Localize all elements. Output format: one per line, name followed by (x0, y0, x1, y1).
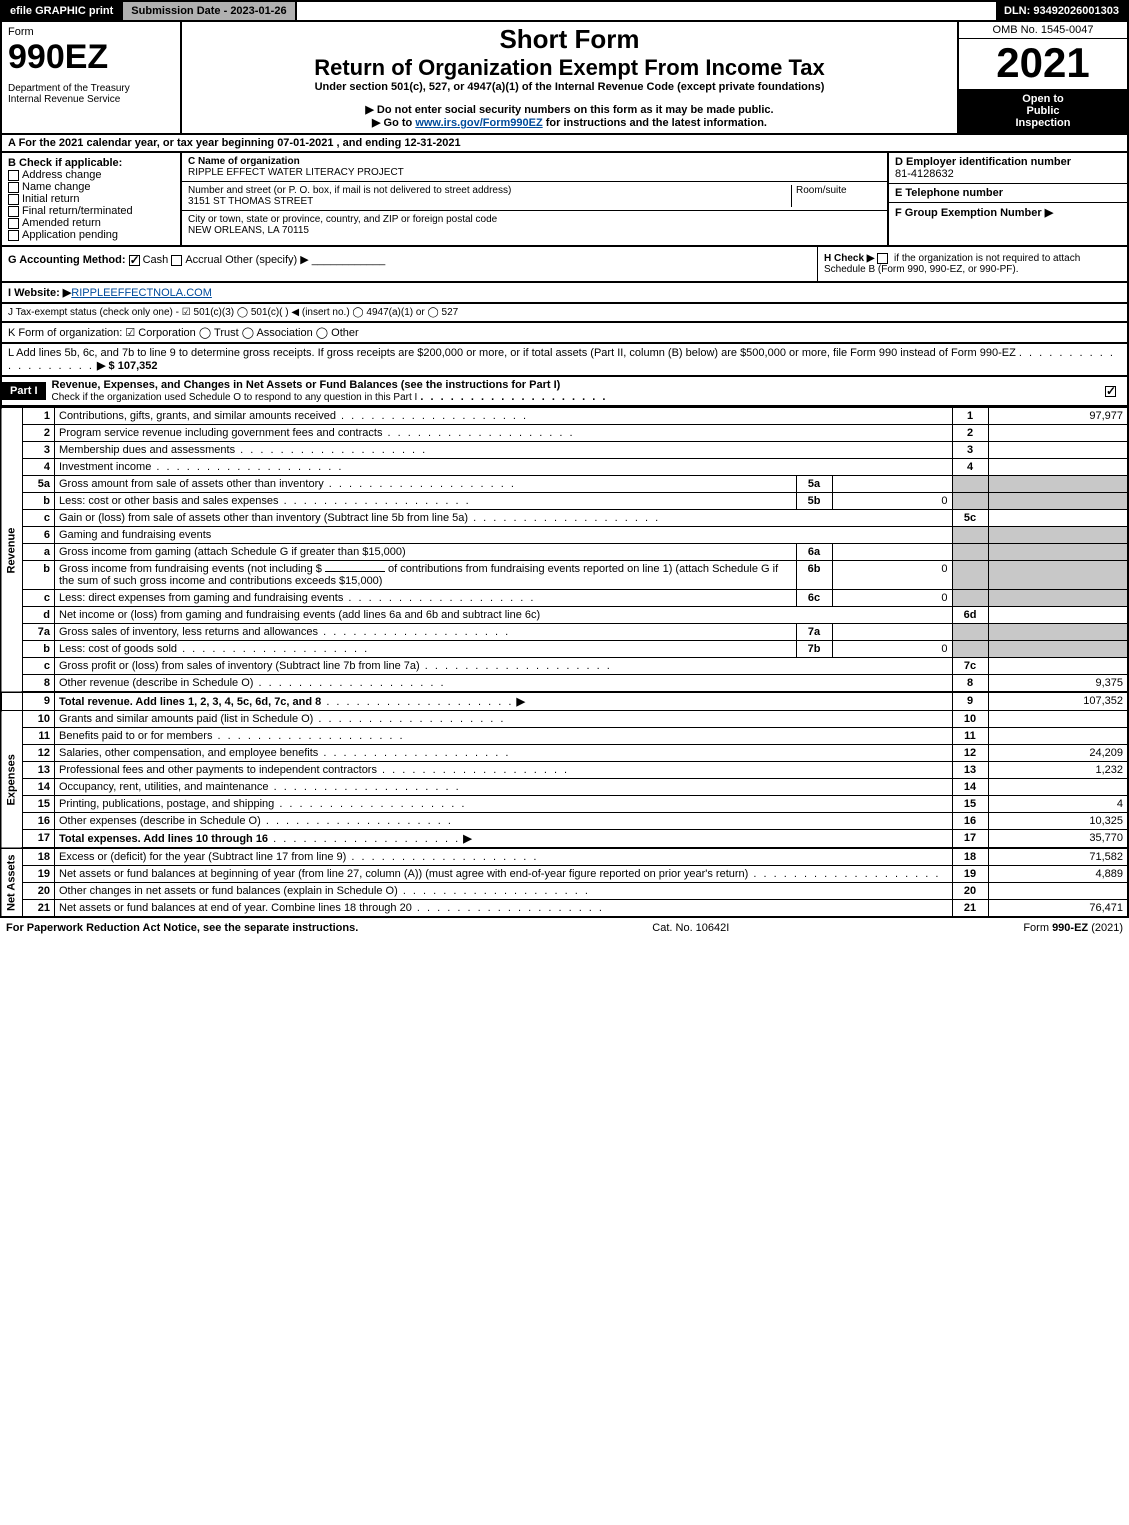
line-12: 12Salaries, other compensation, and empl… (1, 745, 1128, 762)
line-13: 13Professional fees and other payments t… (1, 762, 1128, 779)
d-ein-value: 81-4128632 (895, 168, 1121, 180)
line-17: 17Total expenses. Add lines 10 through 1… (1, 830, 1128, 849)
part-1-title: Revenue, Expenses, and Changes in Net As… (52, 379, 561, 391)
subtitle: Under section 501(c), 527, or 4947(a)(1)… (188, 81, 951, 93)
checkbox-name-change[interactable] (8, 182, 19, 193)
line-14: 14Occupancy, rent, utilities, and mainte… (1, 779, 1128, 796)
checkbox-application-pending[interactable] (8, 230, 19, 241)
line-1: Revenue 1 Contributions, gifts, grants, … (1, 408, 1128, 425)
e-phone-label: E Telephone number (895, 187, 1121, 199)
omb-number: OMB No. 1545-0047 (959, 22, 1127, 39)
line-6b: b Gross income from fundraising events (… (1, 561, 1128, 590)
line-7a: 7aGross sales of inventory, less returns… (1, 624, 1128, 641)
row-g-h: G Accounting Method: Cash Accrual Other … (0, 247, 1129, 283)
line-21: 21Net assets or fund balances at end of … (1, 900, 1128, 918)
line-19: 19Net assets or fund balances at beginni… (1, 866, 1128, 883)
footer-paperwork-notice: For Paperwork Reduction Act Notice, see … (6, 922, 358, 934)
section-def: D Employer identification number 81-4128… (887, 153, 1127, 245)
line-6c: cLess: direct expenses from gaming and f… (1, 590, 1128, 607)
irs-link[interactable]: www.irs.gov/Form990EZ (415, 117, 542, 129)
street-value: 3151 ST THOMAS STREET (188, 196, 791, 207)
line-15: 15Printing, publications, postage, and s… (1, 796, 1128, 813)
form-code: 990EZ (8, 38, 174, 77)
line-8: 8Other revenue (describe in Schedule O) … (1, 675, 1128, 693)
efile-print-button[interactable]: efile GRAPHIC print (2, 2, 123, 20)
line-20: 20Other changes in net assets or fund ba… (1, 883, 1128, 900)
checkbox-amended-return[interactable] (8, 218, 19, 229)
f-group-exemption-label: F Group Exemption Number ▶ (895, 206, 1121, 219)
top-bar: efile GRAPHIC print Submission Date - 20… (0, 0, 1129, 22)
line-6a: aGross income from gaming (attach Schedu… (1, 544, 1128, 561)
dln-label: DLN: 93492026001303 (996, 2, 1127, 20)
org-info-grid: B Check if applicable: Address change Na… (0, 153, 1129, 247)
line-2: 2Program service revenue including gover… (1, 425, 1128, 442)
section-i-website: I Website: ▶RIPPLEEFFECTNOLA.COM (0, 283, 1129, 304)
line-6d: dNet income or (loss) from gaming and fu… (1, 607, 1128, 624)
section-k-form-of-org: K Form of organization: ☑ Corporation ◯ … (0, 323, 1129, 344)
checkbox-address-change[interactable] (8, 170, 19, 181)
checkbox-schedule-b[interactable] (877, 253, 888, 264)
footer-form-ref: Form 990-EZ (2021) (1023, 922, 1123, 934)
short-form-title: Short Form (188, 24, 951, 55)
line-5b: bLess: cost or other basis and sales exp… (1, 493, 1128, 510)
section-j-tax-exempt-status: J Tax-exempt status (check only one) - ☑… (0, 304, 1129, 323)
ssn-warning: ▶ Do not enter social security numbers o… (188, 103, 951, 116)
c-name-label: C Name of organization (188, 156, 881, 167)
d-ein-label: D Employer identification number (895, 156, 1121, 168)
website-link[interactable]: RIPPLEEFFECTNOLA.COM (71, 287, 212, 299)
submission-date-label: Submission Date - 2023-01-26 (123, 2, 296, 20)
checkbox-schedule-o-part1[interactable] (1105, 386, 1116, 397)
room-suite-label: Room/suite (791, 185, 881, 207)
section-g-accounting: G Accounting Method: Cash Accrual Other … (2, 247, 817, 281)
goto-link-line: ▶ Go to www.irs.gov/Form990EZ for instru… (188, 116, 951, 129)
part-1-table: Revenue 1 Contributions, gifts, grants, … (0, 407, 1129, 918)
part-1-header: Part I Revenue, Expenses, and Changes in… (0, 377, 1129, 407)
line-5a: 5aGross amount from sale of assets other… (1, 476, 1128, 493)
org-name: RIPPLE EFFECT WATER LITERACY PROJECT (188, 167, 881, 178)
line-6: 6Gaming and fundraising events (1, 527, 1128, 544)
line-18: Net Assets 18Excess or (deficit) for the… (1, 848, 1128, 866)
line-16: 16Other expenses (describe in Schedule O… (1, 813, 1128, 830)
section-l-gross-receipts: L Add lines 5b, 6c, and 7b to line 9 to … (0, 344, 1129, 377)
line-7c: cGross profit or (loss) from sales of in… (1, 658, 1128, 675)
checkbox-cash[interactable] (129, 255, 140, 266)
dept-treasury: Department of the Treasury (8, 83, 174, 94)
line-9: 9Total revenue. Add lines 1, 2, 3, 4, 5c… (1, 692, 1128, 711)
open-to-public-box: Open to Public Inspection (959, 89, 1127, 133)
street-label: Number and street (or P. O. box, if mail… (188, 185, 791, 196)
line-10: Expenses 10Grants and similar amounts pa… (1, 711, 1128, 728)
footer-cat-no: Cat. No. 10642I (652, 922, 729, 934)
page-footer: For Paperwork Reduction Act Notice, see … (0, 918, 1129, 938)
checkbox-final-return[interactable] (8, 206, 19, 217)
return-title: Return of Organization Exempt From Incom… (188, 55, 951, 81)
expenses-side-label: Expenses (1, 711, 23, 849)
line-5c: cGain or (loss) from sale of assets othe… (1, 510, 1128, 527)
line-4: 4Investment income 4 (1, 459, 1128, 476)
city-value: NEW ORLEANS, LA 70115 (188, 225, 881, 236)
section-h-schedule-b: H Check ▶ if the organization is not req… (817, 247, 1127, 281)
form-header: Form 990EZ Department of the Treasury In… (0, 22, 1129, 135)
revenue-side-label: Revenue (1, 408, 23, 693)
section-b-checkboxes: B Check if applicable: Address change Na… (2, 153, 182, 245)
tax-year: 2021 (959, 39, 1127, 87)
checkbox-accrual[interactable] (171, 255, 182, 266)
line-11: 11Benefits paid to or for members 11 (1, 728, 1128, 745)
part-1-check-line: Check if the organization used Schedule … (52, 392, 418, 403)
part-1-tab: Part I (2, 382, 46, 400)
city-label: City or town, state or province, country… (188, 214, 881, 225)
net-assets-side-label: Net Assets (1, 848, 23, 917)
line-3: 3Membership dues and assessments 3 (1, 442, 1128, 459)
b-label: B Check if applicable: (8, 157, 174, 169)
dept-irs: Internal Revenue Service (8, 94, 174, 105)
checkbox-initial-return[interactable] (8, 194, 19, 205)
section-a-tax-year: A For the 2021 calendar year, or tax yea… (0, 135, 1129, 153)
line-7b: bLess: cost of goods sold 7b0 (1, 641, 1128, 658)
section-c-org-details: C Name of organization RIPPLE EFFECT WAT… (182, 153, 887, 245)
form-word: Form (8, 26, 174, 38)
